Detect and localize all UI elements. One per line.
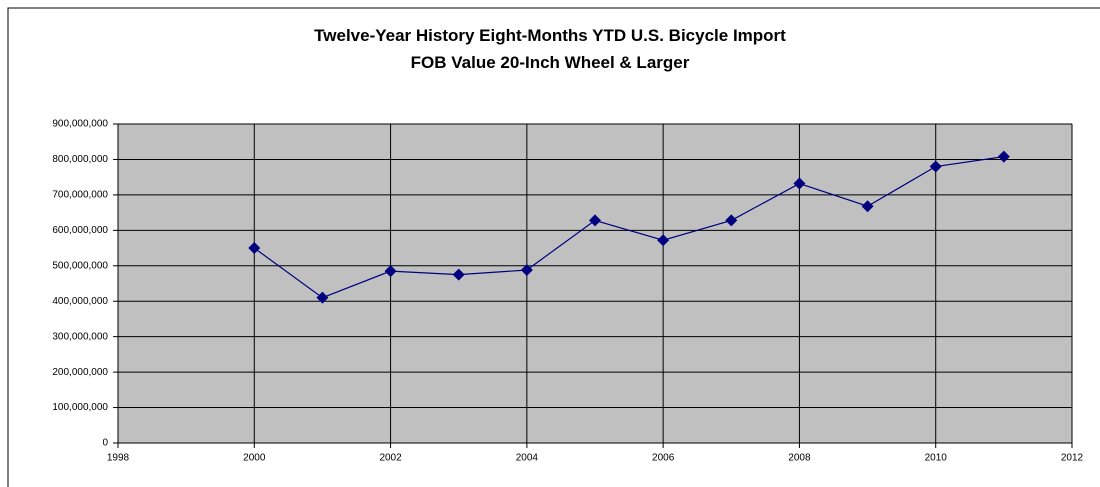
y-tick-label: 200,000,000 — [52, 367, 108, 378]
data-point — [384, 265, 397, 278]
x-tick-label: 2012 — [1061, 453, 1084, 464]
x-tick-label: 2008 — [788, 453, 811, 464]
data-point — [793, 177, 806, 190]
x-tick-label: 2000 — [243, 453, 266, 464]
y-tick-label: 500,000,000 — [52, 260, 108, 271]
data-point — [589, 214, 601, 227]
y-tick-label: 600,000,000 — [52, 225, 108, 236]
x-tick-label: 2004 — [516, 453, 539, 464]
data-point — [316, 291, 329, 304]
series-line — [253, 156, 1004, 299]
chart-border — [7, 7, 1100, 487]
data-point — [725, 214, 738, 227]
data-point — [929, 160, 942, 173]
y-tick-label: 300,000,000 — [52, 331, 108, 342]
x-tick-label: 2002 — [379, 453, 402, 464]
data-point — [997, 150, 1010, 163]
y-tick-label: 100,000,000 — [52, 402, 108, 413]
x-tick-label: 2006 — [652, 453, 675, 464]
plot-area — [117, 123, 1073, 444]
x-tick-label: 1998 — [107, 453, 130, 464]
data-point — [248, 242, 261, 255]
x-tick-label: 2010 — [925, 453, 948, 464]
data-point — [452, 268, 465, 281]
chart-title: Twelve-Year History Eight-Months YTD U.S… — [314, 26, 786, 72]
data-point — [520, 264, 533, 277]
y-tick-label: 900,000,000 — [52, 119, 108, 130]
y-tick-label: 800,000,000 — [52, 154, 108, 165]
y-tick-label: 400,000,000 — [52, 296, 108, 307]
y-tick-label: 700,000,000 — [52, 190, 108, 201]
data-point — [861, 200, 874, 213]
data-point — [657, 234, 670, 247]
y-tick-label: 0 — [102, 438, 108, 449]
